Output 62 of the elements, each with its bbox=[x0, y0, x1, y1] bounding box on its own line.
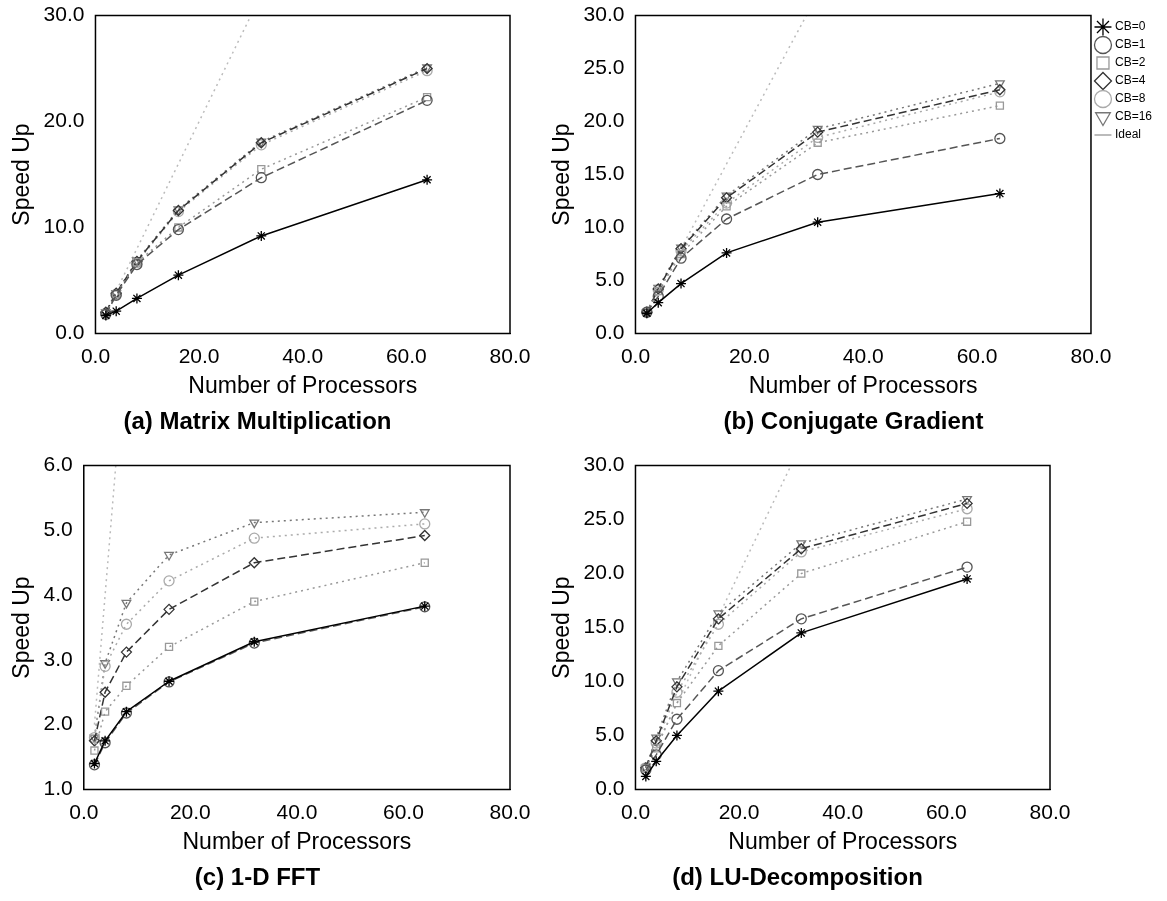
y-tick-label: 2.0 bbox=[43, 711, 73, 735]
x-tick-label: 60.0 bbox=[385, 343, 427, 367]
y-tick-label: 20.0 bbox=[583, 108, 625, 132]
text: (d) LU-Decomposition bbox=[672, 863, 923, 891]
y-tick-label: 4.0 bbox=[43, 581, 73, 605]
y-tick-label: 10.0 bbox=[43, 214, 85, 238]
y-axis-title: Speed Up bbox=[548, 123, 575, 226]
x-tick-label: 60.0 bbox=[956, 343, 998, 367]
y-tick-label: 30.0 bbox=[43, 2, 85, 26]
x-tick-label: 40.0 bbox=[276, 799, 318, 823]
text: (a) Matrix Multiplication bbox=[123, 407, 392, 435]
x-tick-label: 40.0 bbox=[822, 799, 864, 823]
x-tick-label: 0.0 bbox=[80, 343, 111, 367]
x-tick-label: 20.0 bbox=[718, 799, 760, 823]
x-tick-label: 60.0 bbox=[925, 799, 967, 823]
y-axis-title: Speed Up bbox=[8, 123, 35, 226]
x-tick-label: 0.0 bbox=[620, 799, 651, 823]
y-tick-label: 5.0 bbox=[43, 517, 73, 541]
y-tick-label: 30.0 bbox=[583, 452, 625, 476]
y-tick-label: 5.0 bbox=[595, 267, 625, 291]
y-tick-label: 0.0 bbox=[595, 776, 625, 800]
x-tick-label: 80.0 bbox=[1029, 799, 1071, 823]
text: (c) 1-D FFT bbox=[194, 863, 321, 891]
x-tick-label: 80.0 bbox=[1070, 343, 1112, 367]
legend-label: CB=4 bbox=[1114, 73, 1146, 88]
x-tick-label: 20.0 bbox=[178, 343, 220, 367]
x-tick-label: 40.0 bbox=[282, 343, 324, 367]
legend-label: CB=0 bbox=[1114, 19, 1146, 34]
legend-label: CB=1 bbox=[1114, 37, 1146, 52]
y-tick-label: 0.0 bbox=[55, 320, 85, 344]
x-tick-label: 40.0 bbox=[842, 343, 884, 367]
y-tick-label: 30.0 bbox=[583, 2, 625, 26]
y-tick-label: 10.0 bbox=[583, 214, 625, 238]
text: (b) Conjugate Gradient bbox=[723, 407, 984, 435]
x-axis-title: Number of Processors bbox=[182, 827, 412, 854]
y-tick-label: 25.0 bbox=[583, 55, 625, 79]
x-tick-label: 20.0 bbox=[169, 799, 211, 823]
x-tick-label: 80.0 bbox=[489, 343, 531, 367]
y-tick-label: 0.0 bbox=[595, 320, 625, 344]
y-tick-label: 15.0 bbox=[583, 614, 625, 638]
legend-label: Ideal bbox=[1114, 127, 1142, 142]
x-axis-title: Number of Processors bbox=[728, 827, 958, 854]
y-tick-label: 20.0 bbox=[583, 560, 625, 584]
x-tick-label: 60.0 bbox=[383, 799, 424, 823]
x-axis-title: Number of Processors bbox=[188, 371, 418, 398]
y-tick-label: 6.0 bbox=[43, 452, 73, 476]
y-tick-label: 20.0 bbox=[43, 108, 85, 132]
x-tick-label: 80.0 bbox=[489, 799, 531, 823]
y-axis-title: Speed Up bbox=[548, 576, 575, 679]
legend-label: CB=8 bbox=[1114, 91, 1146, 106]
legend-label: CB=16 bbox=[1114, 109, 1153, 124]
y-tick-label: 25.0 bbox=[583, 506, 625, 530]
x-tick-label: 0.0 bbox=[620, 343, 651, 367]
legend-label: CB=2 bbox=[1114, 55, 1146, 70]
y-tick-label: 5.0 bbox=[595, 722, 625, 746]
y-tick-label: 15.0 bbox=[583, 161, 625, 185]
y-tick-label: 3.0 bbox=[43, 646, 73, 670]
y-axis-title: Speed Up bbox=[8, 576, 35, 679]
y-tick-label: 1.0 bbox=[43, 776, 73, 800]
x-axis-title: Number of Processors bbox=[748, 371, 978, 398]
y-tick-label: 10.0 bbox=[583, 668, 625, 692]
x-tick-label: 20.0 bbox=[728, 343, 770, 367]
